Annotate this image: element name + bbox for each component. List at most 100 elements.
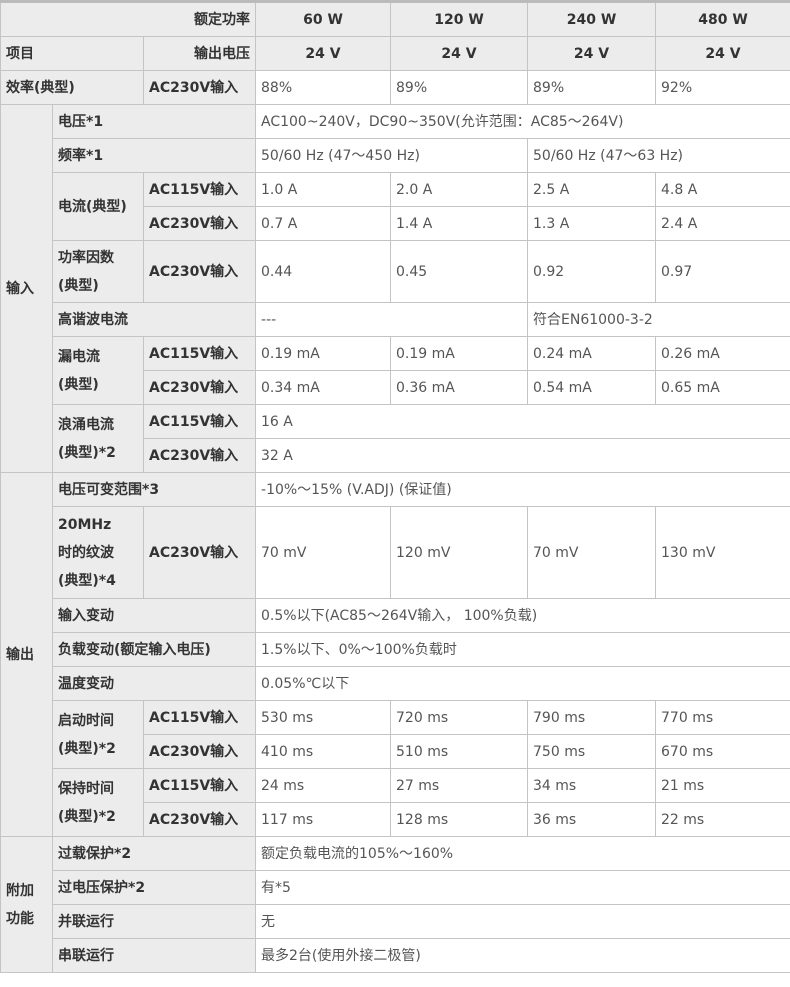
startup-row-230: AC230V输入 410 ms 510 ms 750 ms 670 ms [1, 734, 790, 769]
efficiency-row: 效率(典型) AC230V输入 88% 89% 89% 92% [0, 70, 790, 105]
power-480: 480 W [655, 1, 790, 37]
label-line: 漏电流 [58, 348, 100, 365]
value-cell: 530 ms [255, 700, 392, 735]
overload-row: 附加 功能 过载保护*2 额定负载电流的105%～160% [0, 836, 790, 973]
power-240: 240 W [527, 1, 657, 37]
input-variation-row: 输入变动 0.5%以下(AC85～264V输入， 100%负载) [1, 598, 790, 633]
value-cell: 1.5%以下、0%～100%负载时 [255, 632, 790, 667]
row-label: 功率因数 (典型) [52, 240, 144, 303]
value-cell: 790 ms [527, 700, 657, 735]
header-row-voltage: 项目 输出电压 24 V 24 V 24 V 24 V [0, 36, 790, 71]
value-cell: 120 mV [390, 506, 529, 599]
voltage-cell: 24 V [255, 36, 392, 71]
value-cell: 50/60 Hz (47～63 Hz) [527, 138, 790, 173]
value-cell: 22 ms [655, 802, 790, 837]
value-cell: 0.97 [655, 240, 790, 303]
condition-label: AC230V输入 [142, 734, 257, 769]
power-factor-row: 功率因数 (典型) AC230V输入 0.44 0.45 0.92 0.97 [1, 240, 790, 303]
harmonic-row: 高谐波电流 --- 符合EN61000-3-2 [1, 302, 790, 337]
value-cell: 0.34 mA [255, 370, 392, 405]
value-cell: 128 ms [390, 802, 529, 837]
value-cell: 117 ms [255, 802, 392, 837]
input-voltage-row: 输入 电压*1 AC100~240V，DC90~350V(允许范围：AC85～2… [0, 104, 790, 473]
row-label: 并联运行 [51, 904, 257, 939]
label-line: 附加 [6, 882, 34, 899]
parallel-row: 并联运行 无 [1, 904, 790, 939]
row-label: 浪涌电流 (典型)*2 [52, 404, 144, 473]
condition-label: AC230V输入 [142, 240, 257, 303]
row-label: 电压*1 [51, 104, 257, 139]
value-cell: 670 ms [655, 734, 790, 769]
value-cell: 34 ms [527, 768, 657, 803]
voltage-cell: 24 V [390, 36, 529, 71]
condition-label: AC115V输入 [142, 700, 257, 735]
voltage-cell: 24 V [527, 36, 657, 71]
value-cell: 32 A [255, 438, 790, 473]
row-label: 保持时间 (典型)*2 [52, 768, 144, 837]
current-row-115: 电流(典型) AC115V输入 1.0 A 2.0 A 2.5 A 4.8 A [1, 172, 790, 241]
label-line: 时的纹波 [58, 544, 114, 561]
value-cell: 89% [527, 70, 657, 105]
label-line: (典型) [58, 376, 99, 393]
value-cell: 0.44 [255, 240, 392, 303]
value-cell: 36 ms [527, 802, 657, 837]
input-group-label: 输入 [0, 104, 53, 473]
value-cell: 720 ms [390, 700, 529, 735]
value-cell: 1.0 A [255, 172, 392, 207]
vadj-row: 输出 电压可变范围*3 -10%～15% (V.ADJ) (保证值) [0, 472, 790, 837]
row-label: 串联运行 [51, 938, 257, 973]
value-cell: 0.19 mA [255, 336, 392, 371]
value-cell: 410 ms [255, 734, 392, 769]
value-cell: AC100~240V，DC90~350V(允许范围：AC85～264V) [255, 104, 790, 139]
value-cell: 2.0 A [390, 172, 529, 207]
condition-label: AC230V输入 [142, 206, 257, 241]
value-cell: 50/60 Hz (47～450 Hz) [255, 138, 529, 173]
value-cell: 4.8 A [655, 172, 790, 207]
power-60: 60 W [255, 1, 392, 37]
inrush-row-230: AC230V输入 32 A [1, 438, 790, 473]
row-label: 过载保护*2 [51, 836, 257, 871]
value-cell: 0.65 mA [655, 370, 790, 405]
label-line: (典型)*2 [58, 808, 116, 825]
value-cell: 0.24 mA [527, 336, 657, 371]
row-label: 电压可变范围*3 [51, 472, 257, 507]
value-cell: 70 mV [255, 506, 392, 599]
row-label: 输入变动 [51, 598, 257, 633]
label-line: (典型)*2 [58, 740, 116, 757]
condition-label: AC115V输入 [142, 336, 257, 371]
condition-label: AC230V输入 [142, 70, 257, 105]
value-cell: 无 [255, 904, 790, 939]
row-label: 温度变动 [51, 666, 257, 701]
label-line: (典型) [58, 277, 99, 294]
row-label: 20MHz 时的纹波 (典型)*4 [52, 506, 144, 599]
additional-group-label: 附加 功能 [0, 836, 53, 973]
leakage-row-115: 漏电流 (典型) AC115V输入 0.19 mA 0.19 mA 0.24 mA… [1, 336, 790, 405]
condition-label: AC230V输入 [142, 438, 257, 473]
value-cell: 750 ms [527, 734, 657, 769]
value-cell: 0.36 mA [390, 370, 529, 405]
value-cell: 0.7 A [255, 206, 392, 241]
series-row: 串联运行 最多2台(使用外接二极管) [1, 938, 790, 973]
value-cell: 符合EN61000-3-2 [527, 302, 790, 337]
value-cell: 21 ms [655, 768, 790, 803]
value-cell: --- [255, 302, 529, 337]
voltage-cell: 24 V [655, 36, 790, 71]
rated-power-label: 额定功率 [0, 1, 257, 37]
row-label: 过电压保护*2 [51, 870, 257, 905]
row-label: 启动时间 (典型)*2 [52, 700, 144, 769]
row-label: 高谐波电流 [51, 302, 257, 337]
power-120: 120 W [390, 1, 529, 37]
value-cell: 1.4 A [390, 206, 529, 241]
ripple-row: 20MHz 时的纹波 (典型)*4 AC230V输入 70 mV 120 mV 70… [1, 506, 790, 599]
label-line: 功率因数 [58, 249, 114, 266]
value-cell: 510 ms [390, 734, 529, 769]
value-cell: 0.92 [527, 240, 657, 303]
value-cell: 最多2台(使用外接二极管) [255, 938, 790, 973]
load-variation-row: 负载变动(额定输入电压) 1.5%以下、0%～100%负载时 [1, 632, 790, 667]
value-cell: 70 mV [527, 506, 657, 599]
frequency-row: 频率*1 50/60 Hz (47～450 Hz) 50/60 Hz (47～6… [1, 138, 790, 173]
item-label: 项目 [0, 36, 144, 71]
output-group-label: 输出 [0, 472, 53, 837]
value-cell: 0.54 mA [527, 370, 657, 405]
